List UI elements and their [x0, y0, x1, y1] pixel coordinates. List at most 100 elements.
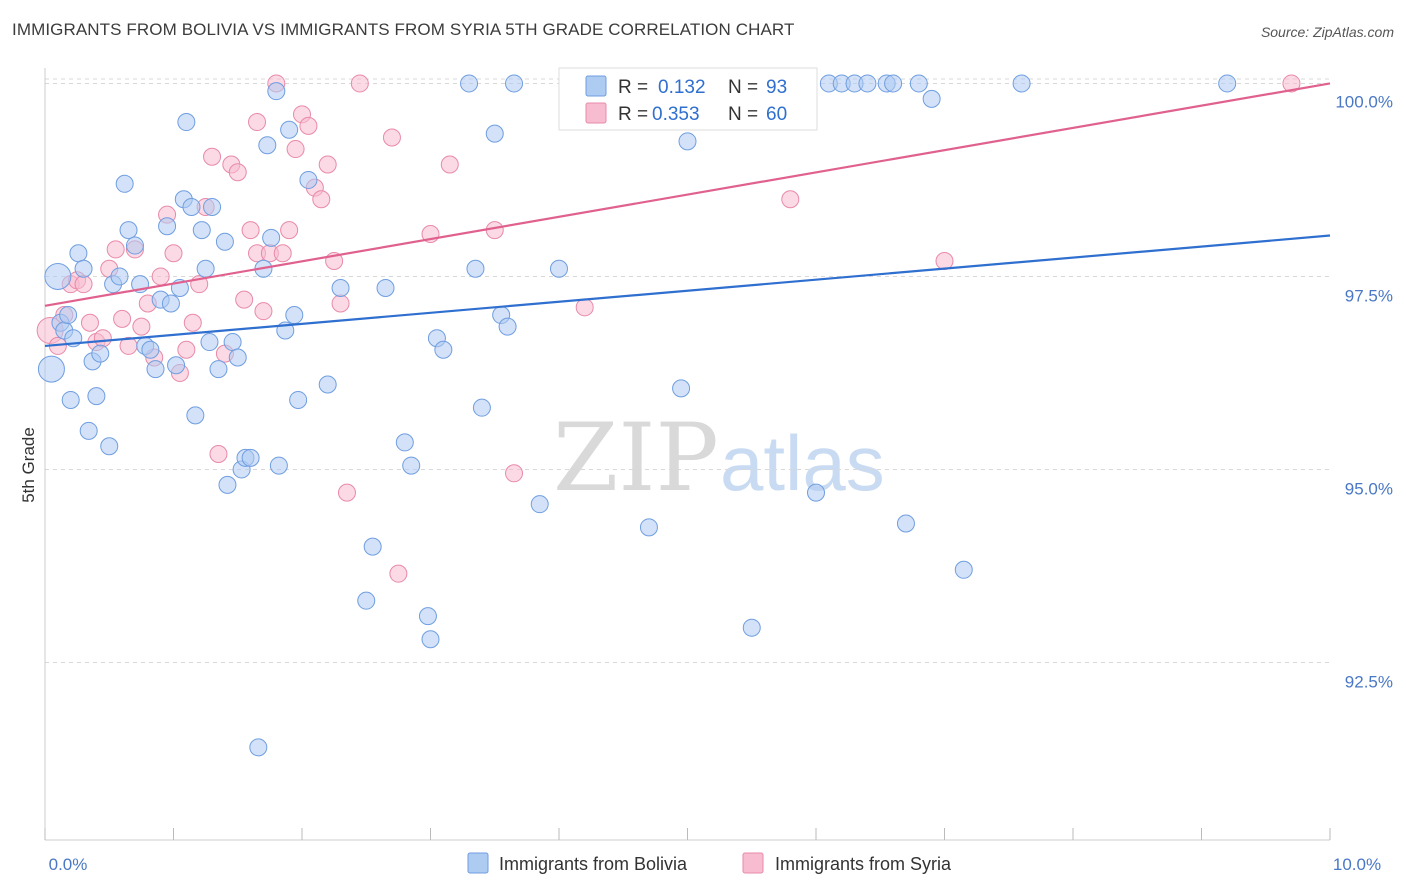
y-tick-label: 100.0%	[1335, 92, 1393, 111]
watermark-atlas: atlas	[720, 419, 885, 507]
bolivia-point	[100, 437, 119, 456]
bolivia-point	[357, 591, 376, 610]
stats-legend-bolivia-r-value: 0.132	[658, 77, 706, 98]
series-bolivia-points	[37, 74, 1237, 757]
syria-point	[505, 464, 524, 483]
y-tick-label: 97.5%	[1345, 286, 1393, 305]
bolivia-point	[37, 355, 65, 383]
bolivia-point	[119, 221, 138, 240]
syria-point	[74, 275, 93, 294]
bolivia-point	[167, 356, 186, 375]
axes: 92.5% 95.0% 97.5% 100.0%	[44, 68, 1393, 841]
syria-point	[93, 329, 112, 348]
syria-point	[248, 113, 267, 132]
bolivia-point	[1218, 74, 1237, 93]
bolivia-point	[318, 375, 337, 394]
bolivia-point	[209, 360, 228, 379]
bolivia-point	[161, 294, 180, 313]
bolivia-point	[74, 259, 93, 278]
bolivia-point	[69, 244, 88, 263]
bolivia-point	[460, 74, 479, 93]
syria-trend-line	[44, 82, 1331, 307]
bolivia-point	[200, 333, 219, 352]
stats-legend-bolivia-n-value: 93	[766, 77, 787, 98]
syria-point	[299, 116, 318, 135]
bolivia-point	[922, 89, 941, 108]
y-tick-label: 92.5%	[1345, 672, 1393, 691]
syria-point	[228, 163, 247, 182]
syria-point	[935, 252, 954, 270]
y-tick-label: 95.0%	[1345, 479, 1393, 498]
bolivia-point	[59, 306, 78, 325]
bolivia-point	[485, 124, 504, 143]
bolivia-point	[434, 340, 453, 359]
syria-point	[1282, 74, 1301, 93]
syria-point	[273, 244, 292, 263]
syria-point	[318, 155, 337, 174]
bolivia-point	[418, 607, 437, 626]
bolivia-point	[807, 483, 825, 502]
bolivia-point	[203, 197, 222, 216]
bolivia-point	[241, 448, 260, 467]
bolivia-point	[505, 74, 524, 93]
bolivia-point	[421, 630, 440, 649]
source-label: Source: ZipAtlas.com	[1260, 24, 1394, 40]
bolivia-point	[285, 306, 304, 325]
trend-lines	[44, 82, 1331, 348]
bolivia-point	[498, 317, 517, 336]
y-axis-label: 5th Grade	[19, 427, 38, 503]
legend-bolivia-label: Immigrants from Bolivia	[499, 854, 688, 874]
series-syria-points	[36, 74, 1301, 583]
stats-legend-bolivia-n-label: N =	[728, 77, 758, 98]
bolivia-point	[402, 456, 421, 475]
syria-point	[286, 140, 305, 159]
bolivia-point	[858, 74, 877, 93]
bolivia-point	[177, 113, 196, 132]
bolivia-point	[909, 74, 928, 93]
bolivia-point	[954, 560, 973, 579]
syria-point	[106, 240, 125, 259]
bolivia-point	[530, 495, 549, 514]
bottom-legend: Immigrants from Bolivia Immigrants from …	[467, 852, 952, 874]
syria-point	[575, 298, 594, 317]
syria-point	[183, 313, 202, 332]
bolivia-point	[146, 360, 165, 379]
bolivia-point	[678, 132, 697, 151]
x-tick-label-min: 0.0%	[49, 855, 88, 874]
bolivia-point	[196, 259, 215, 278]
bolivia-point	[258, 136, 277, 155]
bolivia-point	[87, 387, 106, 406]
bolivia-point	[158, 217, 177, 236]
bolivia-point	[289, 390, 308, 409]
bolivia-point	[110, 267, 129, 286]
bolivia-point	[61, 390, 80, 409]
bolivia-point	[280, 120, 299, 139]
bolivia-point	[639, 518, 658, 537]
x-tick-label-max: 10.0%	[1333, 855, 1381, 874]
syria-point	[177, 340, 196, 359]
syria-point	[331, 294, 350, 313]
bolivia-point	[331, 279, 350, 298]
stats-legend-syria-r-value: 0.353	[652, 104, 700, 125]
bolivia-point	[672, 379, 691, 398]
syria-point	[80, 313, 99, 332]
syria-point	[132, 317, 151, 336]
stats-legend-syria-r-label: R =	[618, 104, 648, 125]
bolivia-point	[186, 406, 205, 425]
bolivia-point	[223, 333, 242, 352]
legend-bolivia-swatch	[467, 852, 489, 874]
bolivia-point	[363, 537, 382, 556]
bolivia-trend-line	[44, 234, 1331, 348]
bolivia-point	[269, 456, 288, 475]
bolivia-point	[884, 74, 903, 93]
syria-point	[781, 190, 800, 209]
bolivia-point	[79, 421, 98, 440]
stats-legend-syria-n-value: 60	[766, 104, 787, 125]
bolivia-point	[141, 340, 160, 359]
bolivia-point	[228, 348, 247, 367]
bolivia-point	[182, 197, 201, 216]
bolivia-point	[466, 259, 485, 278]
syria-point	[280, 221, 299, 240]
bolivia-point	[299, 170, 318, 189]
